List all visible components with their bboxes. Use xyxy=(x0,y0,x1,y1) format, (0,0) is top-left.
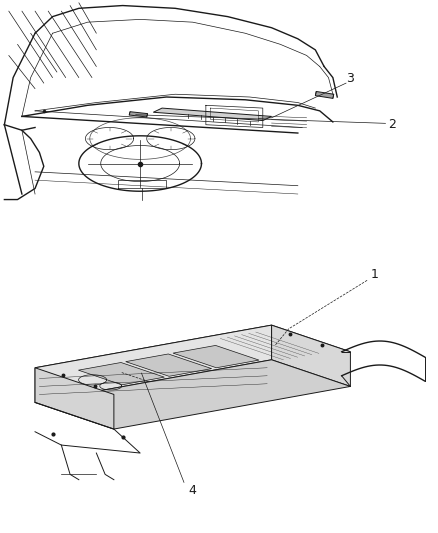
Polygon shape xyxy=(173,345,259,368)
Polygon shape xyxy=(35,368,114,429)
Polygon shape xyxy=(78,362,164,385)
Polygon shape xyxy=(35,360,350,429)
Polygon shape xyxy=(315,92,334,99)
Text: 1: 1 xyxy=(371,268,378,281)
Polygon shape xyxy=(272,325,350,386)
Polygon shape xyxy=(35,325,350,394)
Text: 2: 2 xyxy=(388,118,396,131)
Text: 3: 3 xyxy=(346,72,354,85)
Polygon shape xyxy=(35,325,272,402)
Polygon shape xyxy=(126,354,212,376)
Polygon shape xyxy=(153,108,272,120)
Polygon shape xyxy=(129,112,148,117)
Text: 4: 4 xyxy=(189,484,197,497)
